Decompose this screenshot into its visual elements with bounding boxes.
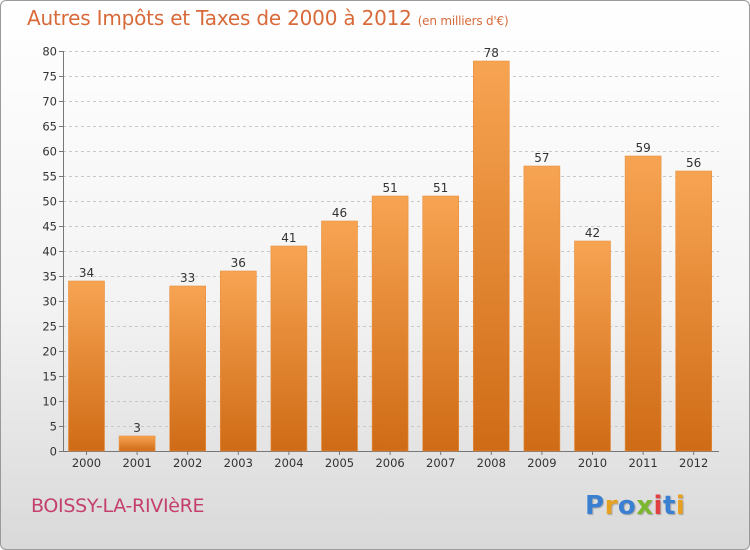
x-tick-label: 2005 bbox=[325, 456, 354, 470]
data-label: 34 bbox=[79, 266, 94, 280]
data-label: 36 bbox=[231, 256, 246, 270]
x-tick-label: 2002 bbox=[173, 456, 202, 470]
logo-letter: x bbox=[636, 491, 654, 521]
x-tick-label: 2003 bbox=[224, 456, 253, 470]
bar bbox=[270, 245, 308, 452]
chart-unit: (en milliers d'€) bbox=[417, 14, 509, 28]
bar bbox=[220, 270, 257, 452]
y-tick-label: 20 bbox=[42, 345, 57, 359]
chart-title: Autres Impôts et Taxes de 2000 à 2012 (en… bbox=[27, 6, 509, 30]
logo-letter: P bbox=[585, 491, 605, 521]
y-tick-label: 45 bbox=[42, 220, 57, 234]
data-label: 42 bbox=[585, 226, 600, 240]
data-label: 59 bbox=[635, 141, 650, 155]
bar bbox=[321, 220, 358, 452]
x-tick-label: 2011 bbox=[628, 456, 657, 470]
y-tick-label: 75 bbox=[42, 70, 57, 84]
y-tick-label: 70 bbox=[42, 95, 57, 109]
y-tick-label: 10 bbox=[42, 395, 57, 409]
logo-letter: t bbox=[662, 491, 676, 521]
x-tick-label: 2012 bbox=[679, 456, 708, 470]
bar bbox=[624, 155, 662, 452]
x-tick-label: 2008 bbox=[477, 456, 506, 470]
x-tick-label: 2000 bbox=[72, 456, 101, 470]
proxiti-logo[interactable]: Proxiti bbox=[585, 491, 685, 521]
logo-letter: i bbox=[653, 491, 663, 521]
commune-name: BOISSY-LA-RIVIèRE bbox=[31, 495, 205, 517]
data-label: 78 bbox=[484, 46, 499, 60]
bar bbox=[68, 280, 105, 452]
bar bbox=[574, 240, 611, 452]
y-tick-label: 40 bbox=[42, 245, 57, 259]
bar bbox=[169, 285, 206, 452]
bar bbox=[675, 170, 713, 452]
y-tick-label: 30 bbox=[42, 295, 57, 309]
data-label: 46 bbox=[332, 206, 347, 220]
data-label: 33 bbox=[180, 271, 195, 285]
data-label: 3 bbox=[133, 421, 141, 435]
logo-letter: r bbox=[604, 491, 618, 521]
logo-letter: o bbox=[617, 491, 637, 521]
bar bbox=[422, 195, 460, 452]
x-tick-label: 2009 bbox=[527, 456, 556, 470]
data-label: 41 bbox=[281, 231, 296, 245]
x-tick-label: 2001 bbox=[122, 456, 151, 470]
data-label: 51 bbox=[382, 181, 397, 195]
y-tick-label: 35 bbox=[42, 270, 57, 284]
y-tick-label: 80 bbox=[42, 45, 57, 59]
bar bbox=[523, 165, 561, 452]
data-label: 57 bbox=[534, 151, 549, 165]
data-label: 51 bbox=[433, 181, 448, 195]
bar bbox=[472, 60, 510, 452]
y-tick-label: 60 bbox=[42, 145, 57, 159]
x-tick-label: 2007 bbox=[426, 456, 455, 470]
y-tick-label: 15 bbox=[42, 370, 57, 384]
logo-letter: i bbox=[675, 491, 686, 521]
y-tick-label: 0 bbox=[50, 445, 57, 459]
y-tick-label: 55 bbox=[42, 170, 57, 184]
y-tick-label: 25 bbox=[42, 320, 57, 334]
x-tick-label: 2004 bbox=[274, 456, 303, 470]
y-tick-label: 50 bbox=[42, 195, 57, 209]
y-tick-label: 5 bbox=[50, 420, 57, 434]
x-tick-label: 2006 bbox=[375, 456, 404, 470]
chart-title-text: Autres Impôts et Taxes de 2000 à 2012 bbox=[27, 6, 412, 30]
data-label: 56 bbox=[686, 156, 701, 170]
y-tick-label: 65 bbox=[42, 120, 57, 134]
bar bbox=[371, 195, 409, 452]
bar bbox=[118, 435, 156, 452]
x-tick-label: 2010 bbox=[578, 456, 607, 470]
